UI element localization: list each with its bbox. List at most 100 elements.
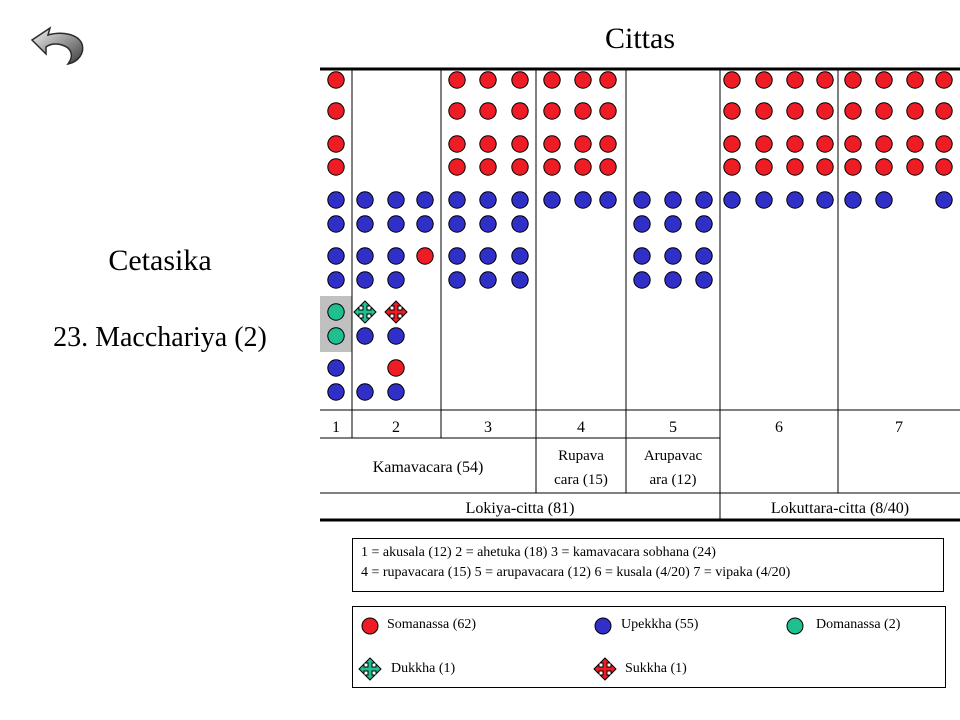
somanassa-dot <box>935 135 953 153</box>
somanassa-dot <box>755 158 773 176</box>
somanassa-dot <box>511 71 529 89</box>
somanassa-dot <box>387 359 405 377</box>
key-line: 1 = akusala (12) 2 = ahetuka (18) 3 = ka… <box>361 545 716 560</box>
upekkha-dot <box>695 191 713 209</box>
somanassa-dot <box>543 71 561 89</box>
somanassa-dot <box>816 102 834 120</box>
somanassa-dot <box>479 135 497 153</box>
upekkha-dot <box>387 215 405 233</box>
back-button[interactable] <box>28 22 88 68</box>
column-key: 1 = akusala (12) 2 = ahetuka (18) 3 = ka… <box>352 538 944 592</box>
somanassa-dot <box>599 135 617 153</box>
somanassa-dot <box>786 102 804 120</box>
somanassa-dot <box>448 158 466 176</box>
somanassa-dot <box>511 135 529 153</box>
somanassa-dot <box>875 135 893 153</box>
somanassa-dot <box>479 102 497 120</box>
legend-markers <box>358 617 804 681</box>
somanassa-dot <box>723 158 741 176</box>
group-arupavacara: Arupavac <box>644 448 703 464</box>
citta-dots <box>327 71 953 401</box>
dukkha-marker <box>353 300 377 324</box>
legend-dukkha: Dukkha (1) <box>391 661 456 676</box>
somanassa-dot <box>875 71 893 89</box>
column-number: 7 <box>895 419 903 436</box>
somanassa-dot <box>755 71 773 89</box>
upekkha-marker <box>594 617 612 635</box>
upekkha-dot <box>356 271 374 289</box>
domanassa-dot <box>327 303 345 321</box>
somanassa-dot <box>574 71 592 89</box>
somanassa-dot <box>786 135 804 153</box>
upekkha-dot <box>327 271 345 289</box>
somanassa-dot <box>786 158 804 176</box>
upekkha-dot <box>387 327 405 345</box>
upekkha-dot <box>695 271 713 289</box>
upekkha-dot <box>511 191 529 209</box>
somanassa-dot <box>511 102 529 120</box>
somanassa-dot <box>755 135 773 153</box>
somanassa-dot <box>844 135 862 153</box>
somanassa-dot <box>816 71 834 89</box>
upekkha-dot <box>387 191 405 209</box>
somanassa-dot <box>327 135 345 153</box>
upekkha-dot <box>448 215 466 233</box>
somanassa-dot <box>935 158 953 176</box>
upekkha-dot <box>664 271 682 289</box>
domanassa-marker <box>786 617 804 635</box>
somanassa-dot <box>448 102 466 120</box>
column-number: 6 <box>775 419 783 436</box>
upekkha-dot <box>664 247 682 265</box>
legend-upekkha: Upekkha (55) <box>621 617 699 632</box>
somanassa-dot <box>755 102 773 120</box>
upekkha-dot <box>599 191 617 209</box>
somanassa-dot <box>786 71 804 89</box>
group-rupavacara: Rupava <box>558 448 604 464</box>
somanassa-dot <box>935 102 953 120</box>
somanassa-dot <box>543 135 561 153</box>
upekkha-dot <box>935 191 953 209</box>
upekkha-dot <box>723 191 741 209</box>
column-number: 1 <box>332 419 340 436</box>
upekkha-dot <box>387 271 405 289</box>
legend-domanassa: Domanassa (2) <box>816 617 901 632</box>
upekkha-dot <box>479 271 497 289</box>
upekkha-dot <box>755 191 773 209</box>
somanassa-dot <box>543 158 561 176</box>
somanassa-dot <box>599 158 617 176</box>
somanassa-dot <box>844 102 862 120</box>
cross-arrows-icon <box>358 657 382 681</box>
domanassa-dot <box>327 327 345 345</box>
somanassa-dot <box>844 71 862 89</box>
legend: Somanassa (62) Upekkha (55) Domanassa (2… <box>352 606 946 688</box>
back-arrow-icon <box>30 26 84 66</box>
somanassa-dot <box>479 158 497 176</box>
page-title: Cittas <box>604 22 675 55</box>
somanassa-dot <box>479 71 497 89</box>
upekkha-dot <box>356 191 374 209</box>
somanassa-dot <box>448 135 466 153</box>
upekkha-dot <box>327 359 345 377</box>
somanassa-dot <box>327 102 345 120</box>
lokiya-citta-label: Lokiya-citta (81) <box>466 500 575 517</box>
upekkha-dot <box>387 383 405 401</box>
cross-arrows-icon <box>593 657 617 681</box>
somanassa-dot <box>448 71 466 89</box>
column-number: 3 <box>484 419 492 436</box>
somanassa-dot <box>574 158 592 176</box>
somanassa-dot <box>327 158 345 176</box>
somanassa-dot <box>511 158 529 176</box>
upekkha-dot <box>479 247 497 265</box>
upekkha-dot <box>448 271 466 289</box>
upekkha-dot <box>844 191 862 209</box>
upekkha-dot <box>574 191 592 209</box>
cetasika-name: 23. Macchariya (2) <box>53 322 267 353</box>
group-kamavacara: Kamavacara (54) <box>373 459 484 476</box>
upekkha-dot <box>448 191 466 209</box>
somanassa-dot <box>906 135 924 153</box>
upekkha-dot <box>633 271 651 289</box>
somanassa-dot <box>844 158 862 176</box>
legend-somanassa: Somanassa (62) <box>387 617 477 632</box>
upekkha-dot <box>511 247 529 265</box>
upekkha-dot <box>327 191 345 209</box>
